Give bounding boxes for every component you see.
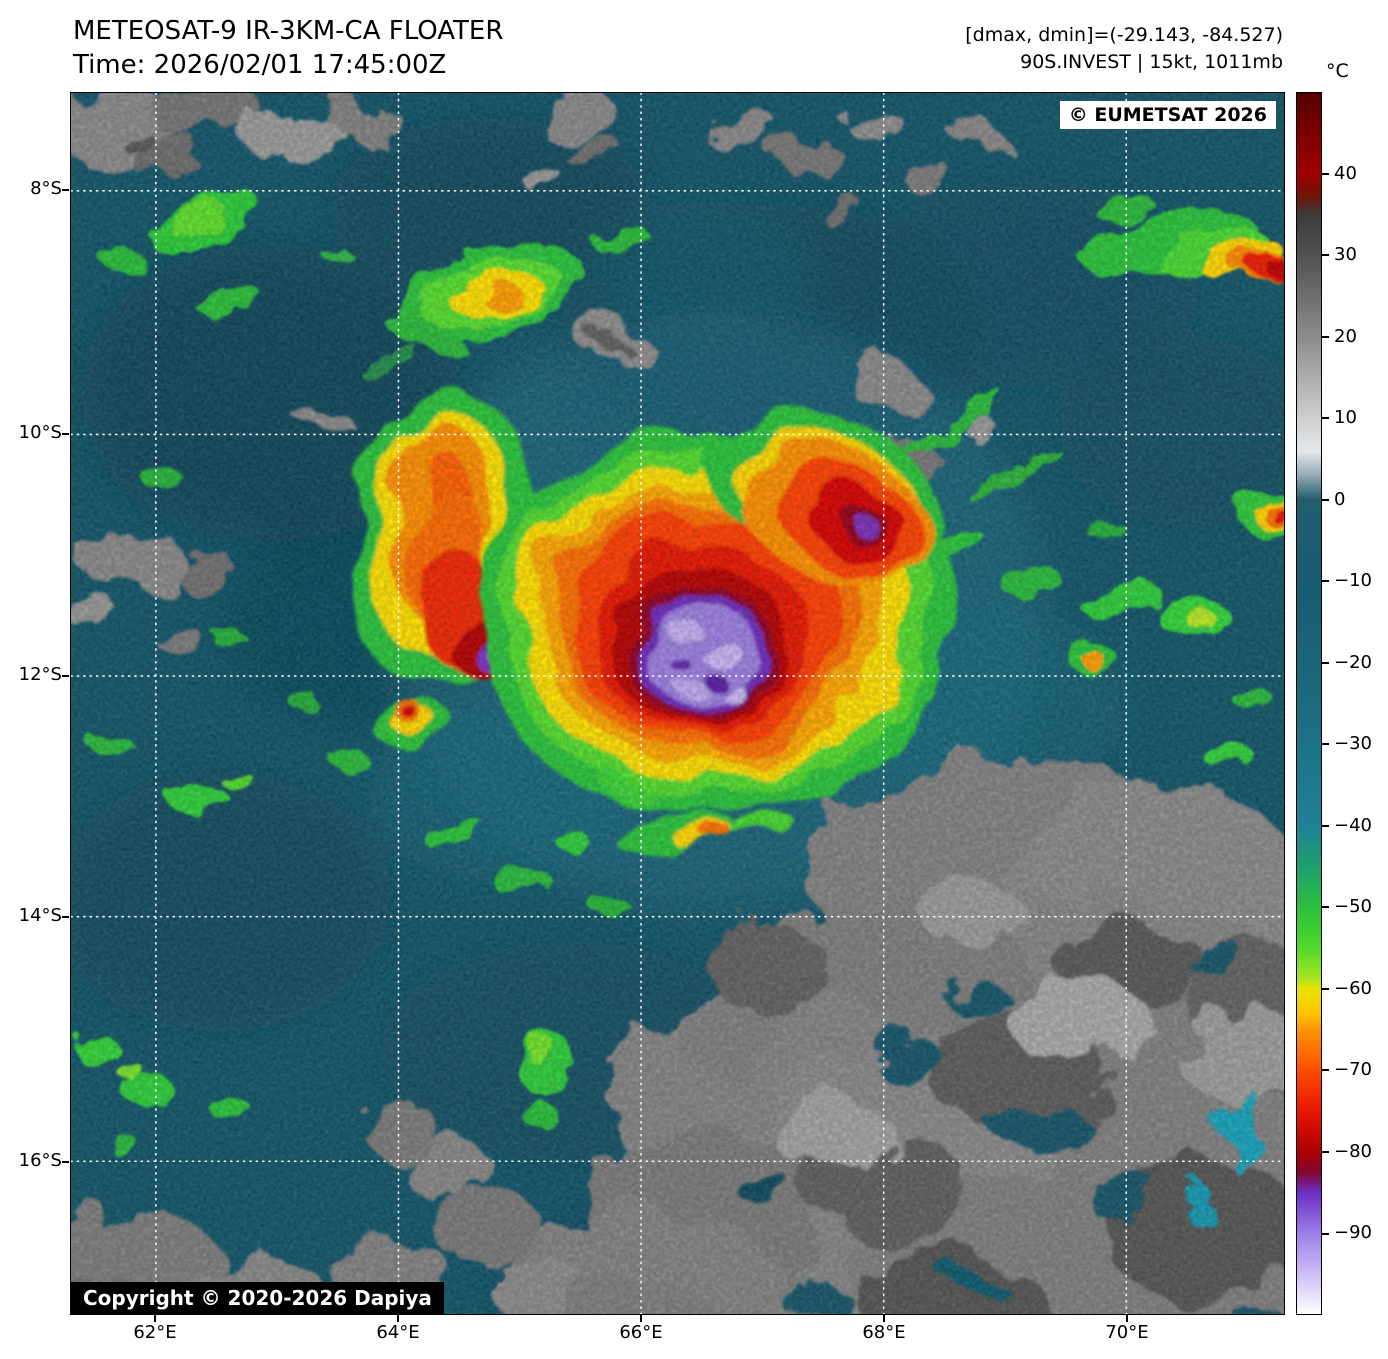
colorbar-tick [1322, 825, 1329, 827]
lon-tick [1126, 1315, 1128, 1322]
colorbar-label-m30: −30 [1334, 733, 1372, 754]
colorbar-tick [1322, 1233, 1329, 1235]
lat-label-8s: 8°S [30, 178, 62, 199]
grain-light-overlay [71, 93, 1284, 1314]
colorbar-tick [1322, 254, 1329, 256]
colorbar-label-20: 20 [1334, 326, 1357, 347]
colorbar-tick [1322, 743, 1329, 745]
lon-tick [883, 1315, 885, 1322]
title-block: METEOSAT-9 IR-3KM-CA FLOATER Time: 2026/… [73, 14, 503, 82]
product-title: METEOSAT-9 IR-3KM-CA FLOATER [73, 16, 504, 46]
lat-tick [62, 189, 69, 191]
colorbar-tick [1322, 417, 1329, 419]
colorbar-label-m80: −80 [1334, 1141, 1372, 1162]
lon-label-68e: 68°E [862, 1322, 906, 1343]
graticule [71, 93, 1284, 1314]
colorbar-tick [1322, 662, 1329, 664]
lat-tick [62, 916, 69, 918]
info-block: [dmax, dmin]=(-29.143, -84.527) 90S.INVE… [965, 22, 1283, 76]
colorbar-label-0: 0 [1334, 489, 1346, 510]
colorbar-unit: °C [1326, 60, 1349, 82]
lat-tick [62, 675, 69, 677]
eumetsat-badge: © EUMETSAT 2026 [1059, 101, 1276, 129]
colorbar-label-m90: −90 [1334, 1222, 1372, 1243]
copyright-badge: Copyright © 2020-2026 Dapiya [71, 1282, 444, 1314]
colorbar-label-m50: −50 [1334, 896, 1372, 917]
lat-tick [62, 433, 69, 435]
lon-tick [397, 1315, 399, 1322]
product-time: Time: 2026/02/01 17:45:00Z [73, 50, 447, 80]
colorbar-label-40: 40 [1334, 163, 1357, 184]
colorbar-label-30: 30 [1334, 244, 1357, 265]
colorbar-label-m40: −40 [1334, 815, 1372, 836]
colorbar-label-m70: −70 [1334, 1059, 1372, 1080]
lat-label-16s: 16°S [18, 1150, 62, 1171]
lon-tick [154, 1315, 156, 1322]
lat-label-14s: 14°S [18, 905, 62, 926]
colorbar-tick [1322, 336, 1329, 338]
colorbar-label-10: 10 [1334, 407, 1357, 428]
colorbar-label-m10: −10 [1334, 570, 1372, 591]
lon-label-64e: 64°E [376, 1322, 420, 1343]
lat-label-10s: 10°S [18, 422, 62, 443]
lon-label-66e: 66°E [619, 1322, 663, 1343]
storm-info: 90S.INVEST | 15kt, 1011mb [1020, 51, 1283, 73]
satellite-imagery [71, 93, 1284, 1314]
colorbar-tick [1322, 1069, 1329, 1071]
lat-label-12s: 12°S [18, 664, 62, 685]
lon-label-62e: 62°E [133, 1322, 177, 1343]
lon-label-70e: 70°E [1105, 1322, 1149, 1343]
colorbar-tick [1322, 906, 1329, 908]
lon-tick [640, 1315, 642, 1322]
colorbar-tick [1322, 580, 1329, 582]
colorbar-tick [1322, 1151, 1329, 1153]
colorbar-tick [1322, 988, 1329, 990]
colorbar-tick [1322, 499, 1329, 501]
satellite-map: © EUMETSAT 2026 Copyright © 2020-2026 Da… [70, 92, 1285, 1315]
dmax-dmin-readout: [dmax, dmin]=(-29.143, -84.527) [965, 24, 1283, 46]
colorbar-label-m20: −20 [1334, 652, 1372, 673]
colorbar [1296, 92, 1322, 1315]
colorbar-tick [1322, 173, 1329, 175]
colorbar-label-m60: −60 [1334, 978, 1372, 999]
lat-tick [62, 1161, 69, 1163]
